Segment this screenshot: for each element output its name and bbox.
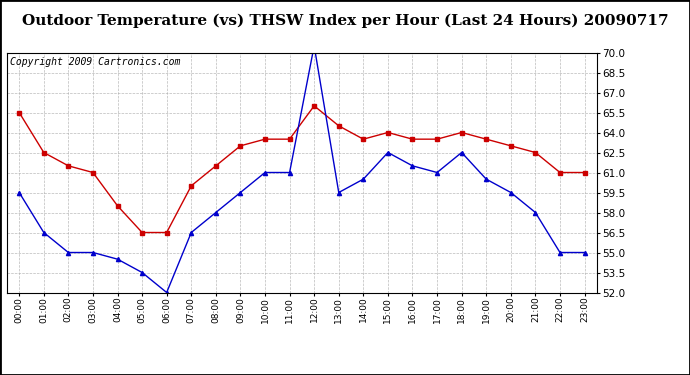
Text: Outdoor Temperature (vs) THSW Index per Hour (Last 24 Hours) 20090717: Outdoor Temperature (vs) THSW Index per … — [21, 13, 669, 27]
Text: Copyright 2009 Cartronics.com: Copyright 2009 Cartronics.com — [10, 57, 180, 67]
